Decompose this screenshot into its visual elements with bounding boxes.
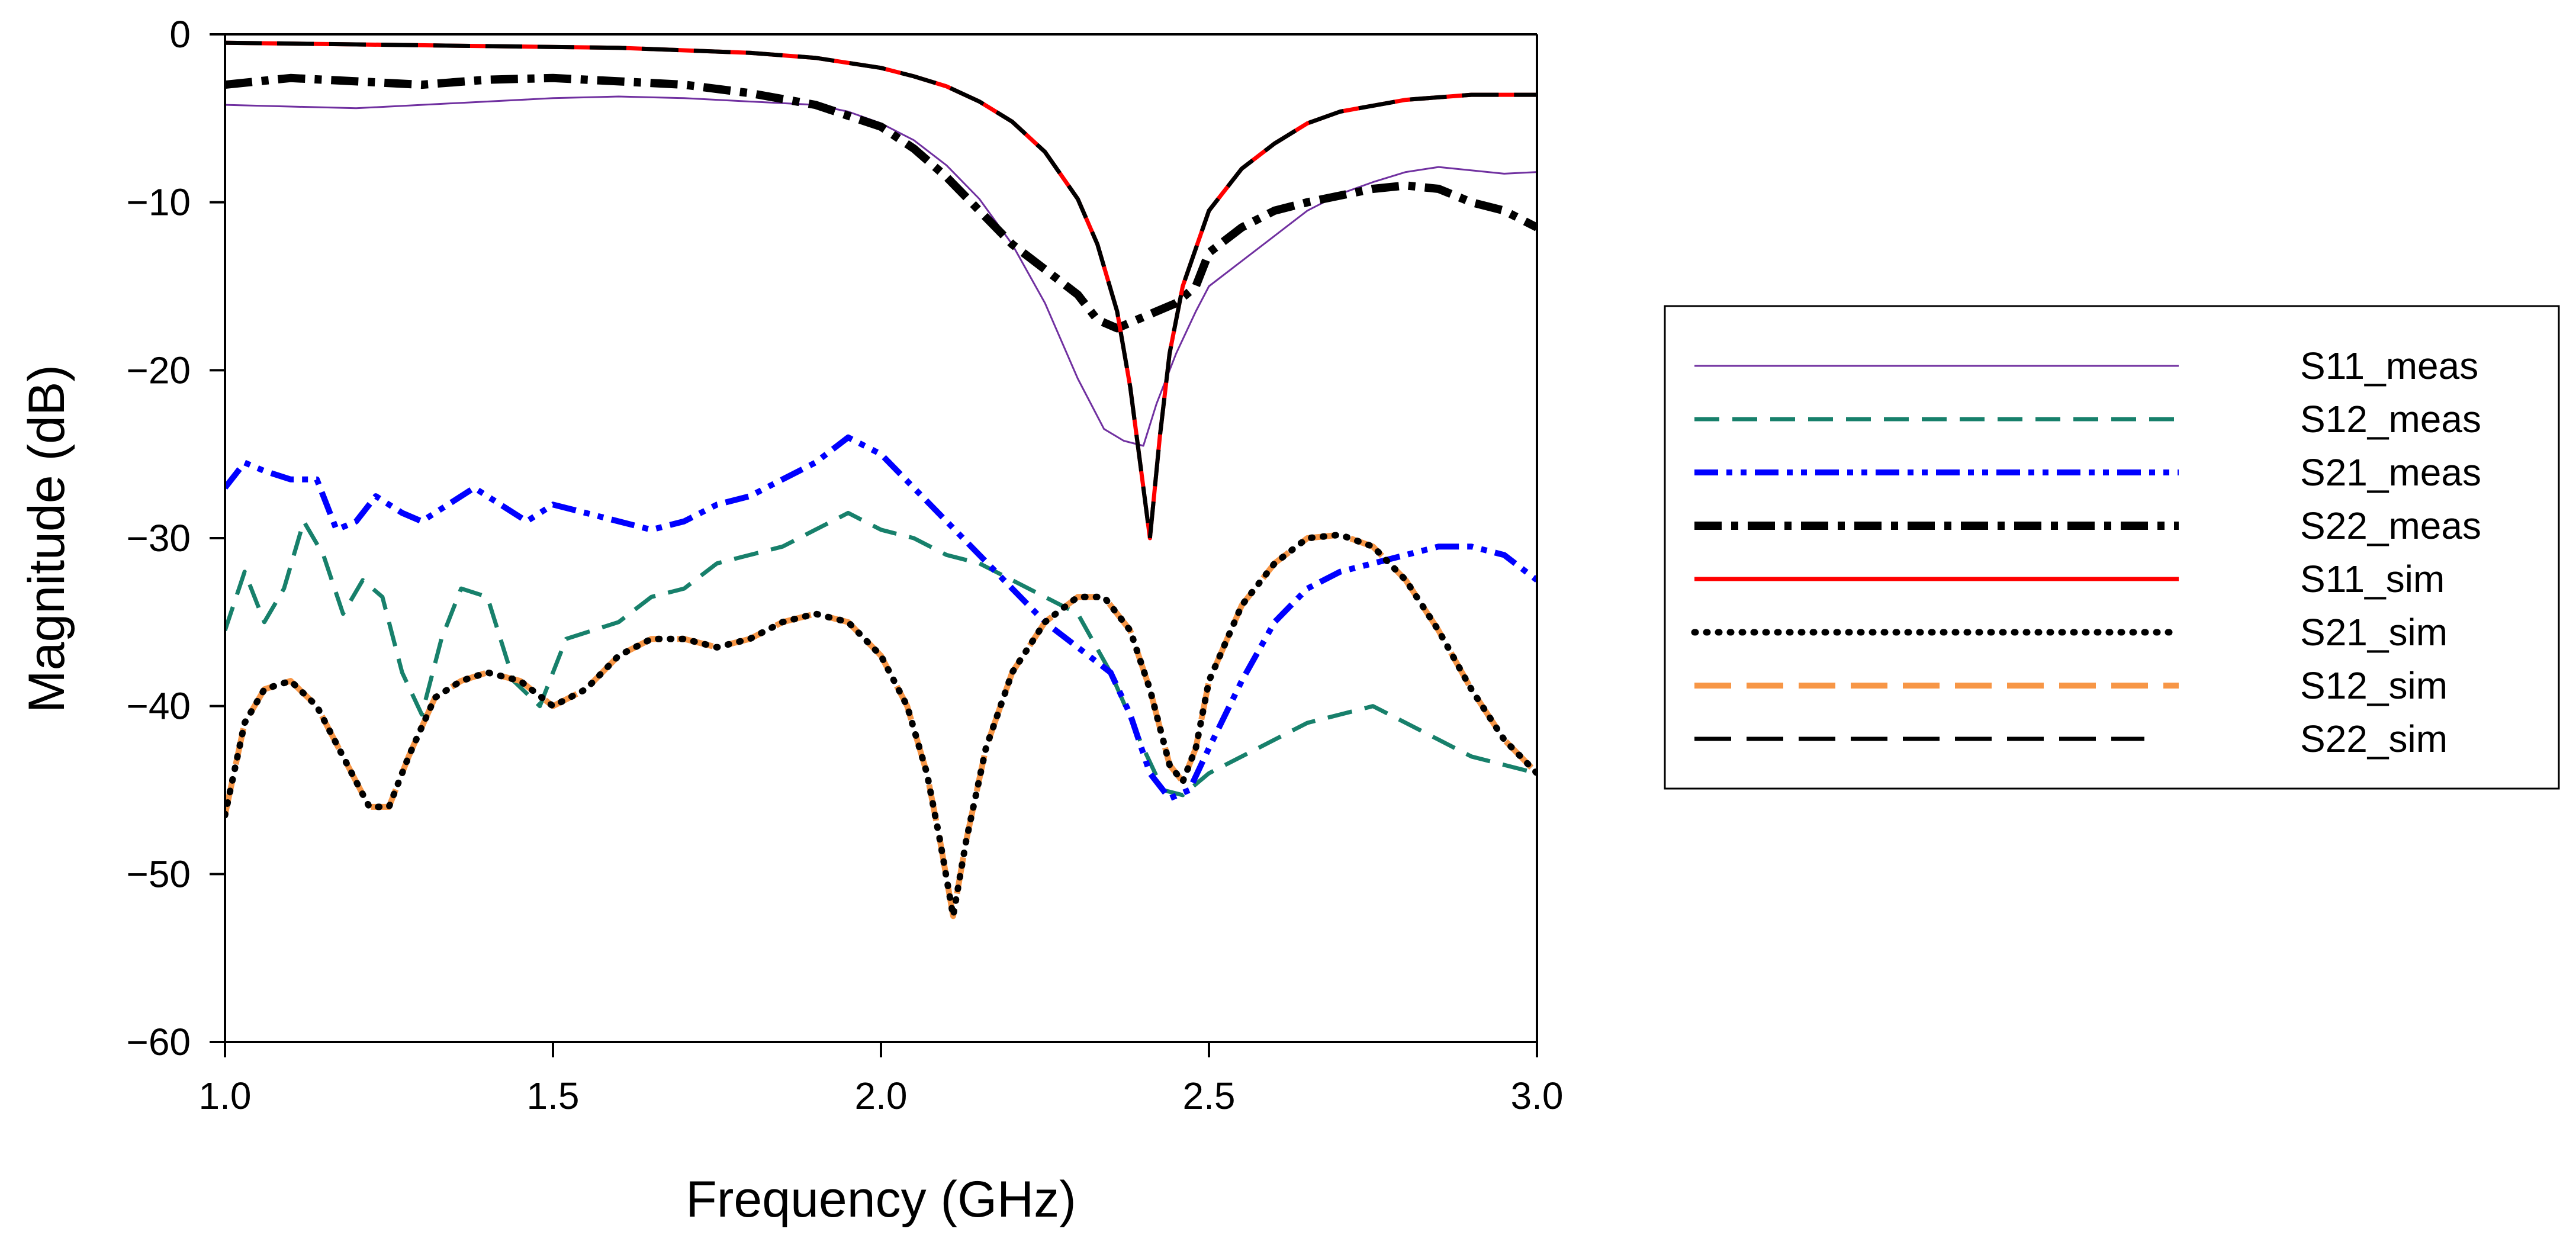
legend-box [1664,305,2560,790]
x-tick-label: 3.0 [1511,1075,1564,1117]
y-tick-label: 0 [169,13,191,56]
legend: S11_meas S12_meas S21_meas S22_meas S11_sim S… [1664,305,2560,790]
legend-label-s12-sim: S12_sim [2300,664,2448,707]
legend-label-s11-sim: S11_sim [2300,558,2445,600]
series-line-s22-sim [225,40,1537,541]
legend-label-s22-sim: S22_sim [2300,718,2448,760]
x-axis-title: Frequency (GHz) [686,1171,1076,1228]
y-tick-label: −50 [126,853,191,895]
y-tick-label: −10 [126,181,191,224]
axes-layer: 0 −10 −20 −30 −40 −50 −601.0 1.5 2.0 2.5 3.0 [126,13,1563,1117]
y-tick-label: −40 [126,685,191,728]
x-tick-label: 2.0 [855,1075,908,1117]
series-line-s22-meas [225,73,1537,333]
legend-label-s11-meas: S11_meas [2300,345,2478,387]
series-line-s12-sim [225,532,1537,919]
y-tick-label: −30 [126,517,191,559]
series-line-s21-meas [225,434,1537,802]
series-line-s12-meas [225,510,1537,797]
legend-label-s12-meas: S12_meas [2300,398,2481,440]
legend-label-s21-sim: S21_sim [2300,611,2448,654]
x-tick-label: 1.0 [199,1075,252,1117]
series-layer [225,40,1537,919]
series-line-s11-meas [225,95,1537,447]
x-tick-label: 1.5 [527,1075,580,1117]
y-tick-label: −20 [126,349,191,391]
y-tick-label: −60 [126,1021,191,1063]
y-axis-title: Magnitude (dB) [18,365,75,713]
legend-label-s21-meas: S21_meas [2300,451,2481,494]
x-tick-label: 2.5 [1183,1075,1236,1117]
legend-label-s22-meas: S22_meas [2300,504,2481,547]
